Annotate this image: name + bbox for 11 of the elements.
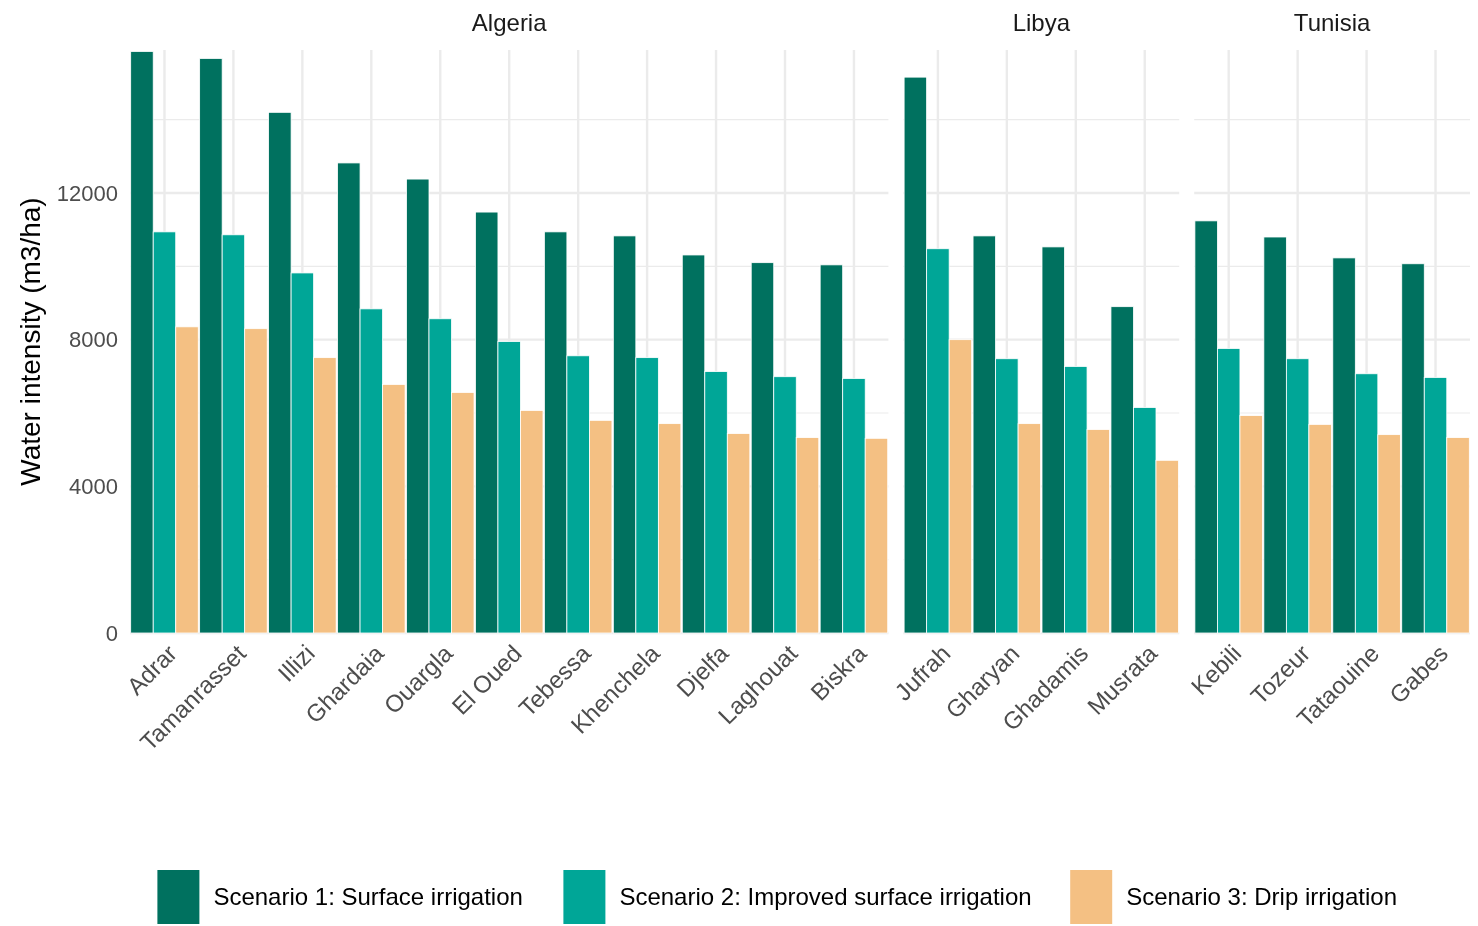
chart-title: Algeria bbox=[471, 9, 548, 36]
legend-label: Scenario 3: Drip irrigation bbox=[1126, 883, 1397, 911]
y-axis-title: Water intensity (m3/ha) bbox=[15, 197, 46, 486]
chart-title: Tunisia bbox=[1293, 9, 1371, 36]
y-tick-label: 4000 bbox=[69, 474, 118, 500]
legend-label: Scenario 2: Improved surface irrigation bbox=[619, 883, 1032, 911]
y-tick-label: 12000 bbox=[56, 180, 118, 206]
chart-title: Libya bbox=[1012, 9, 1071, 36]
y-tick-label: 0 bbox=[105, 620, 118, 646]
y-tick-label: 8000 bbox=[69, 327, 118, 353]
legend-label: Scenario 1: Surface irrigation bbox=[213, 883, 523, 911]
